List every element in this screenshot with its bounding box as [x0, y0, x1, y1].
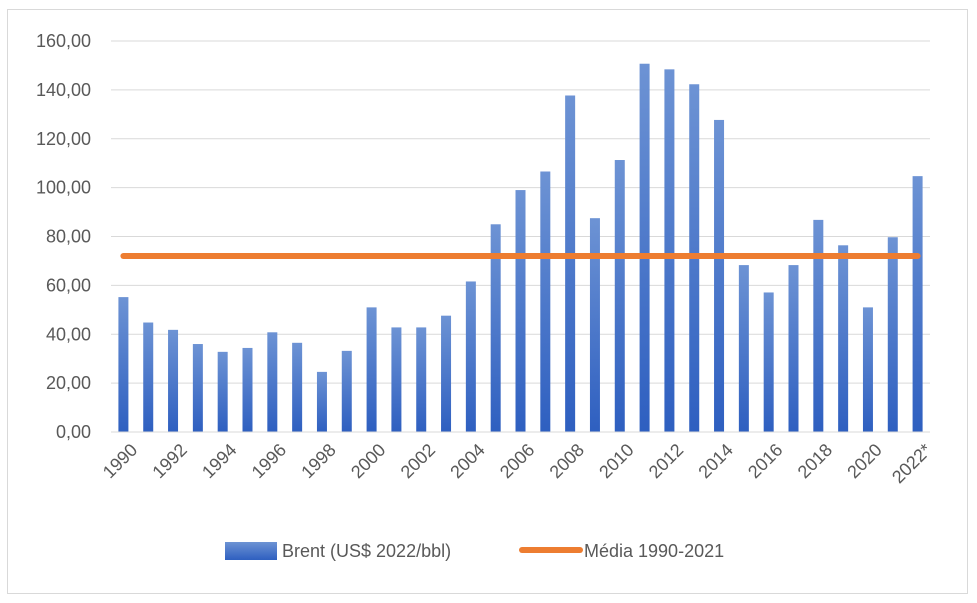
bar	[292, 342, 303, 432]
x-tick-label: 1998	[297, 440, 339, 482]
x-tick-label: 2000	[347, 440, 389, 482]
legend-label-average: Média 1990-2021	[584, 541, 724, 561]
bar	[813, 219, 824, 432]
x-tick-label: 2006	[496, 440, 538, 482]
bar	[763, 292, 774, 432]
y-tick-label: 60,00	[46, 275, 91, 295]
bar	[118, 297, 129, 432]
bar	[168, 329, 179, 432]
bar	[341, 350, 352, 432]
legend: Brent (US$ 2022/bbl) Média 1990-2021	[225, 541, 724, 561]
y-tick-label: 80,00	[46, 227, 91, 247]
bar	[714, 119, 725, 432]
bar	[912, 176, 923, 432]
x-tick-label: 2014	[694, 440, 736, 482]
bar	[589, 218, 600, 432]
x-tick-label: 2012	[645, 440, 687, 482]
bar	[267, 332, 278, 432]
bar	[441, 315, 452, 432]
y-tick-label: 20,00	[46, 373, 91, 393]
bar	[515, 190, 526, 432]
x-tick-label: 2016	[744, 440, 786, 482]
y-tick-label: 120,00	[36, 129, 91, 149]
x-tick-label: 1990	[99, 440, 141, 482]
bar	[316, 371, 327, 432]
bar	[664, 69, 675, 432]
bar	[639, 63, 650, 433]
bar	[490, 224, 501, 432]
x-tick-label: 2010	[595, 440, 637, 482]
bar	[242, 347, 253, 432]
y-tick-label: 160,00	[36, 31, 91, 51]
bar-series	[118, 63, 923, 433]
x-tick-label: 2022*	[888, 440, 935, 487]
bar	[614, 160, 625, 432]
bar	[838, 245, 849, 432]
bar	[465, 281, 476, 432]
x-tick-label: 2020	[843, 440, 885, 482]
bar	[788, 265, 799, 432]
bar	[192, 344, 203, 432]
y-tick-label: 40,00	[46, 324, 91, 344]
y-tick-label: 100,00	[36, 178, 91, 198]
bar	[887, 237, 898, 432]
bar	[143, 322, 154, 432]
bar	[738, 265, 749, 432]
y-tick-label: 140,00	[36, 80, 91, 100]
bar	[416, 327, 427, 432]
bar	[540, 171, 551, 432]
x-tick-label: 2008	[546, 440, 588, 482]
x-tick-label: 2018	[794, 440, 836, 482]
chart-frame	[7, 9, 968, 594]
x-tick-label: 1992	[148, 440, 190, 482]
x-tick-label: 2004	[446, 440, 488, 482]
legend-label-brent: Brent (US$ 2022/bbl)	[282, 541, 451, 561]
x-tick-label: 1996	[248, 440, 290, 482]
bar	[366, 307, 377, 432]
bar	[862, 307, 873, 432]
x-tick-label: 2002	[397, 440, 439, 482]
x-tick-label: 1994	[198, 440, 240, 482]
bar	[217, 351, 228, 432]
bar	[565, 95, 576, 432]
legend-swatch-brent	[225, 542, 277, 560]
bar	[391, 327, 402, 432]
y-tick-label: 0,00	[56, 422, 91, 442]
